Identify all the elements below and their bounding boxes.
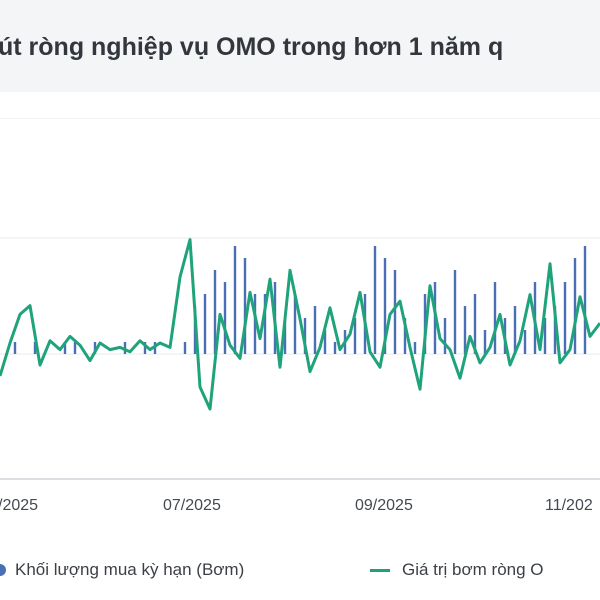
legend-line-icon	[370, 568, 390, 572]
bar[interactable]	[583, 246, 587, 354]
bar[interactable]	[383, 258, 387, 354]
bar[interactable]	[323, 330, 327, 354]
bar[interactable]	[303, 318, 307, 354]
bar[interactable]	[223, 282, 227, 354]
bar[interactable]	[143, 342, 147, 354]
bar[interactable]	[213, 270, 217, 354]
legend-label-net: Giá trị bơm ròng O	[402, 560, 544, 579]
bar[interactable]	[13, 342, 17, 354]
bar[interactable]	[563, 282, 567, 354]
bar[interactable]	[513, 306, 517, 354]
legend: Khối lượng mua kỳ hạn (Bơm) Giá trị bơm …	[0, 560, 600, 586]
bar[interactable]	[453, 270, 457, 354]
bar[interactable]	[473, 294, 477, 354]
x-tick-label-2: 09/2025	[355, 497, 413, 514]
bar[interactable]	[353, 318, 357, 354]
bar[interactable]	[523, 330, 527, 354]
bar[interactable]	[283, 318, 287, 354]
bar[interactable]	[573, 258, 577, 354]
bar[interactable]	[73, 342, 77, 354]
bar[interactable]	[183, 342, 187, 354]
bar[interactable]	[373, 246, 377, 354]
bar[interactable]	[543, 318, 547, 354]
x-tick-label-0: /2025	[0, 497, 39, 514]
bar[interactable]	[293, 294, 297, 354]
bar[interactable]	[233, 246, 237, 354]
legend-label-buy: Khối lượng mua kỳ hạn (Bơm)	[15, 560, 245, 579]
bar[interactable]	[313, 306, 317, 354]
bar[interactable]	[403, 318, 407, 354]
plot-area	[0, 118, 600, 480]
bar[interactable]	[263, 294, 267, 354]
series-line[interactable]	[0, 238, 600, 411]
bar[interactable]	[413, 342, 417, 354]
bar[interactable]	[93, 342, 97, 354]
legend-item-net[interactable]: Giá trị bơm ròng O	[370, 560, 544, 580]
bar[interactable]	[463, 306, 467, 354]
bar[interactable]	[443, 318, 447, 354]
bar[interactable]	[243, 258, 247, 354]
legend-item-buy[interactable]: Khối lượng mua kỳ hạn (Bơm)	[0, 560, 244, 580]
bar[interactable]	[483, 330, 487, 354]
bar[interactable]	[253, 294, 257, 354]
x-tick-label-3: 11/202	[545, 497, 593, 514]
bar[interactable]	[33, 342, 37, 354]
bar[interactable]	[393, 270, 397, 354]
title-bar: út ròng nghiệp vụ OMO trong hơn 1 năm q	[0, 0, 600, 92]
bar[interactable]	[553, 306, 557, 354]
chart-title: út ròng nghiệp vụ OMO trong hơn 1 năm q	[0, 33, 504, 61]
bar[interactable]	[63, 342, 67, 354]
bar[interactable]	[333, 342, 337, 354]
bar[interactable]	[203, 294, 207, 354]
x-tick-label-1: 07/2025	[163, 497, 221, 514]
legend-dot-icon	[0, 564, 6, 576]
bar[interactable]	[493, 282, 497, 354]
